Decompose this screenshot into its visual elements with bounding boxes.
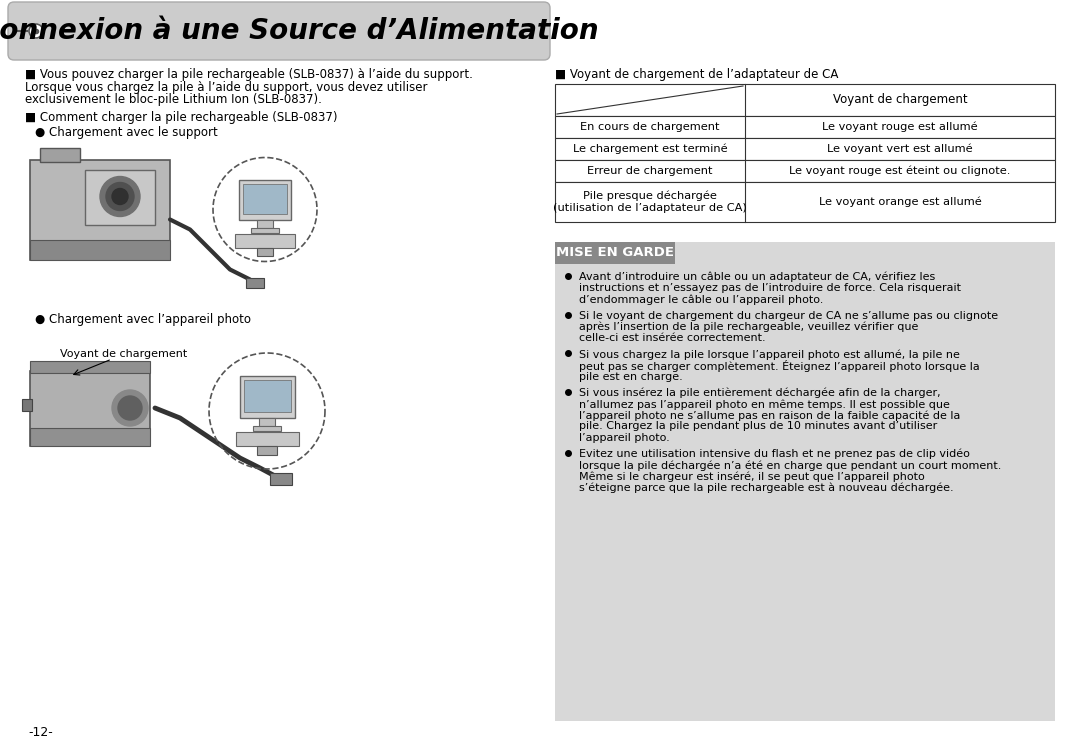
Text: Le voyant vert est allumé: Le voyant vert est allumé (827, 144, 973, 154)
Text: Erreur de chargement: Erreur de chargement (588, 166, 713, 176)
Text: exclusivement le bloc-pile Lithium Ion (SLB-0837).: exclusivement le bloc-pile Lithium Ion (… (25, 93, 322, 106)
Text: ■ Comment charger la pile rechargeable (SLB-0837): ■ Comment charger la pile rechargeable (… (25, 111, 337, 125)
FancyBboxPatch shape (8, 2, 550, 60)
Bar (237, 432, 299, 446)
Bar (244, 380, 291, 412)
Circle shape (29, 24, 43, 38)
Bar (555, 138, 1055, 160)
Bar (85, 169, 156, 225)
Text: Le voyant orange est allumé: Le voyant orange est allumé (819, 197, 982, 207)
Text: n’allumez pas l’appareil photo en même temps. Il est possible que: n’allumez pas l’appareil photo en même t… (579, 399, 950, 410)
Text: pile est en charge.: pile est en charge. (579, 372, 683, 382)
Circle shape (106, 183, 134, 210)
Text: d’endommager le câble ou l’appareil photo.: d’endommager le câble ou l’appareil phot… (579, 295, 823, 305)
Text: s’éteigne parce que la pile rechargeable est à nouveau déchargée.: s’éteigne parce que la pile rechargeable… (579, 483, 954, 493)
Bar (270, 473, 292, 485)
Text: Le chargement est terminé: Le chargement est terminé (572, 144, 727, 154)
Text: Si vous chargez la pile lorsque l’appareil photo est allumé, la pile ne: Si vous chargez la pile lorsque l’appare… (579, 349, 960, 360)
Bar (243, 184, 287, 213)
Bar (246, 278, 264, 287)
Bar (555, 242, 675, 264)
Text: Le voyant rouge est éteint ou clignote.: Le voyant rouge est éteint ou clignote. (789, 166, 1011, 176)
Text: Voyant de chargement: Voyant de chargement (833, 93, 968, 107)
Bar (555, 84, 1055, 116)
Text: -12-: -12- (28, 726, 53, 739)
Bar (30, 428, 150, 446)
Text: Connexion à une Source d’Alimentation: Connexion à une Source d’Alimentation (0, 17, 598, 45)
Text: MISE EN GARDE: MISE EN GARDE (556, 246, 674, 260)
Text: Evitez une utilisation intensive du flash et ne prenez pas de clip vidéo: Evitez une utilisation intensive du flas… (579, 449, 970, 460)
Bar (240, 376, 295, 418)
Bar (555, 242, 1055, 721)
Text: Lorsque vous chargez la pile à l’aide du support, vous devez utiliser: Lorsque vous chargez la pile à l’aide du… (25, 81, 428, 93)
Text: Si le voyant de chargement du chargeur de CA ne s’allume pas ou clignote: Si le voyant de chargement du chargeur d… (579, 310, 998, 321)
Bar (251, 228, 279, 233)
Circle shape (112, 390, 148, 426)
Bar (30, 239, 170, 260)
Text: ■ Vous pouvez charger la pile rechargeable (SLB-0837) à l’aide du support.: ■ Vous pouvez charger la pile rechargeab… (25, 68, 473, 81)
Text: celle-ci est insérée correctement.: celle-ci est insérée correctement. (579, 333, 766, 343)
Bar (253, 426, 281, 431)
Bar (257, 248, 273, 255)
Bar (259, 418, 275, 426)
Bar (257, 446, 276, 455)
Bar (239, 180, 291, 219)
Text: peut pas se charger complètement. Éteignez l’appareil photo lorsque la: peut pas se charger complètement. Éteign… (579, 360, 980, 372)
Bar (555, 182, 1055, 222)
Text: l’appareil photo.: l’appareil photo. (579, 433, 670, 442)
Text: ● Chargement avec l’appareil photo: ● Chargement avec l’appareil photo (35, 313, 251, 325)
Circle shape (100, 177, 140, 216)
Text: Voyant de chargement: Voyant de chargement (60, 349, 187, 359)
Text: instructions et n’essayez pas de l’introduire de force. Cela risquerait: instructions et n’essayez pas de l’intro… (579, 283, 961, 293)
Bar (555, 116, 1055, 138)
Bar (30, 371, 150, 446)
Bar (30, 361, 150, 373)
Bar (555, 160, 1055, 182)
Bar (235, 233, 295, 248)
Text: En cours de chargement: En cours de chargement (580, 122, 719, 132)
Circle shape (112, 189, 129, 204)
Text: Avant d’introduire un câble ou un adaptateur de CA, vérifiez les: Avant d’introduire un câble ou un adapta… (579, 272, 935, 283)
Text: Pile presque déchargée
(utilisation de l’adaptateur de CA): Pile presque déchargée (utilisation de l… (553, 191, 747, 213)
Text: Même si le chargeur est inséré, il se peut que l’appareil photo: Même si le chargeur est inséré, il se pe… (579, 471, 924, 482)
Bar (40, 148, 80, 161)
Bar (22, 399, 32, 411)
Text: pile. Chargez la pile pendant plus de 10 minutes avant d’utiliser: pile. Chargez la pile pendant plus de 10… (579, 421, 937, 431)
Text: ■ Voyant de chargement de l’adaptateur de CA: ■ Voyant de chargement de l’adaptateur d… (555, 68, 838, 81)
Bar (30, 160, 170, 260)
Text: Le voyant rouge est allumé: Le voyant rouge est allumé (822, 122, 977, 132)
Bar (257, 219, 273, 228)
Text: ● Chargement avec le support: ● Chargement avec le support (35, 126, 218, 139)
Text: après l’insertion de la pile rechargeable, veuillez vérifier que: après l’insertion de la pile rechargeabl… (579, 322, 918, 332)
Text: Si vous insérez la pile entièrement déchargée afin de la charger,: Si vous insérez la pile entièrement déch… (579, 388, 941, 398)
Text: l’appareil photo ne s’allume pas en raison de la faible capacité de la: l’appareil photo ne s’allume pas en rais… (579, 410, 960, 421)
Circle shape (118, 396, 141, 420)
Text: lorsque la pile déchargée n’a été en charge que pendant un court moment.: lorsque la pile déchargée n’a été en cha… (579, 460, 1001, 471)
